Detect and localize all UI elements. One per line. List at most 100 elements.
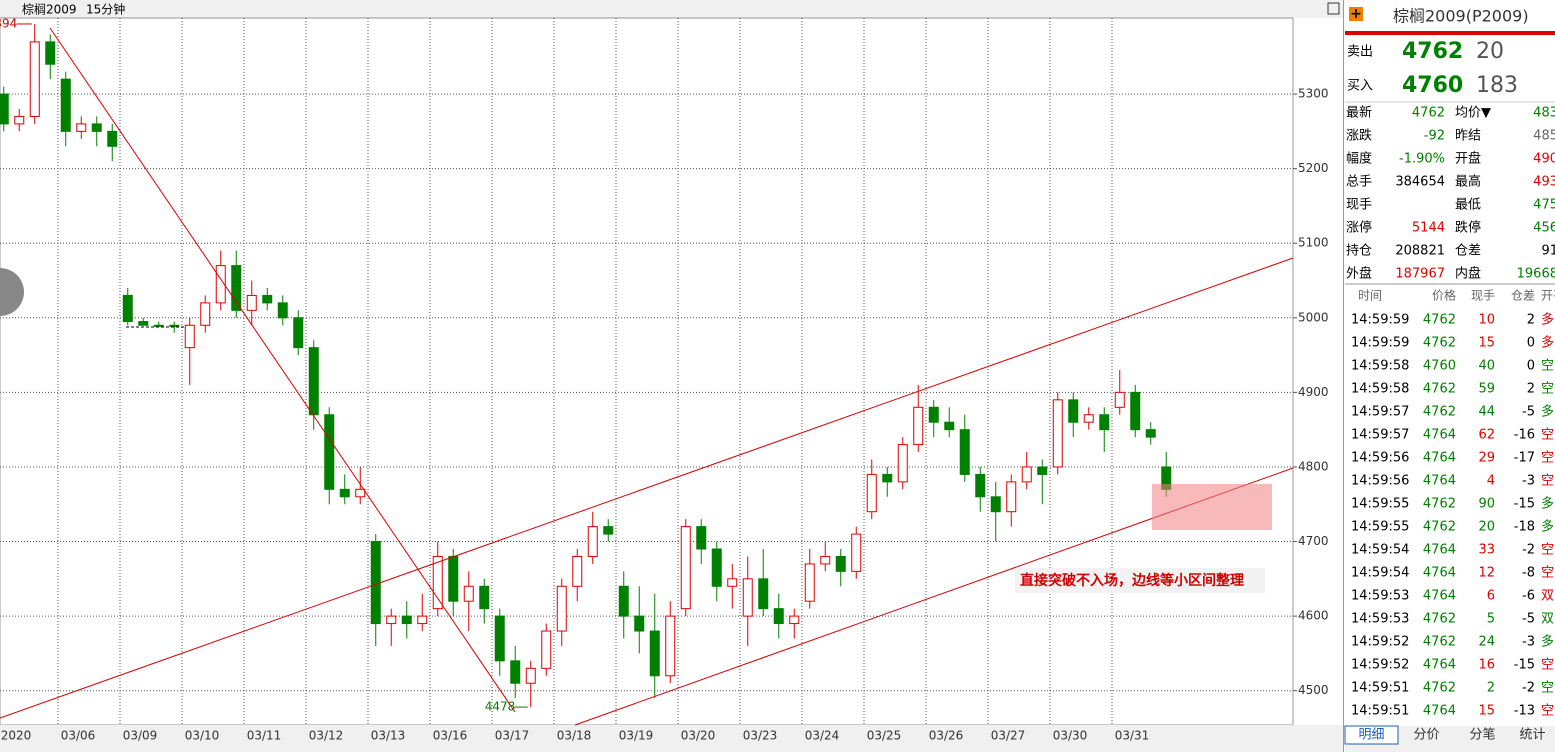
candle-body — [882, 473, 893, 483]
trade-cell: 空 — [1541, 681, 1554, 696]
maximize[interactable] — [1327, 2, 1340, 15]
trade-cell: 4762 — [1423, 382, 1456, 397]
trade-cell: 多 — [1541, 519, 1554, 535]
stat-value: 19668 — [1517, 267, 1555, 282]
candle-body — [1021, 466, 1032, 483]
stat-value: 456 — [1533, 221, 1555, 236]
tab[interactable]: 统计 — [1519, 728, 1545, 743]
candle-body — [572, 555, 583, 587]
x-tick-label: 03/23 — [743, 729, 778, 743]
candle-body — [432, 555, 443, 610]
scroll-handle[interactable] — [0, 268, 24, 316]
candle-body — [742, 578, 753, 617]
candle-body — [277, 302, 288, 319]
candle-body — [1145, 429, 1156, 438]
stat-label: 昨结 — [1455, 129, 1481, 144]
candle-body — [541, 630, 552, 669]
candle-body — [696, 526, 707, 550]
x-tick-label: 03/27 — [991, 729, 1026, 743]
y-tick-label: 4500 — [1298, 683, 1329, 697]
trade-cell: 59 — [1478, 382, 1495, 397]
candle-body — [1052, 399, 1063, 468]
candle-body — [1083, 414, 1094, 423]
candle-body — [866, 473, 877, 513]
trade-cell: -6 — [1522, 589, 1535, 604]
note: 直接突破不入场，边线等小区间整理 — [1020, 572, 1244, 589]
trade-cell: 4764 — [1423, 451, 1456, 466]
candle-body — [231, 265, 242, 311]
tab[interactable]: 分价 — [1413, 728, 1439, 743]
period[interactable]: 15分钟 — [86, 2, 125, 17]
trade-cell: 多 — [1541, 634, 1554, 650]
quote-panel: + 棕榈2009(P2009) 卖出 4762 20 买入 4760 183 最… — [1343, 0, 1555, 752]
trade-cell: 空 — [1541, 428, 1554, 443]
stat-value: 475 — [1533, 198, 1555, 213]
x-tick-label: 03/16 — [433, 729, 468, 743]
trade-header: 仓差 — [1511, 289, 1535, 303]
x-tick-label: 03/25 — [867, 729, 902, 743]
y-tick-label: 5100 — [1298, 236, 1329, 250]
stat-label: 最低 — [1455, 198, 1481, 213]
trade-cell: 14:59:53 — [1351, 589, 1409, 604]
candle-body — [448, 555, 459, 602]
trade-cell: 14:59:59 — [1351, 336, 1409, 351]
y-tick-label: 4900 — [1298, 385, 1329, 399]
candle-body — [169, 324, 180, 327]
stat-label: 开盘 — [1455, 151, 1481, 167]
trade-cell: -8 — [1522, 566, 1535, 581]
x-tick-label: 03/13 — [371, 729, 406, 743]
trade-cell: -15 — [1514, 497, 1535, 512]
candle-body — [959, 429, 970, 475]
trade-cell: 29 — [1478, 451, 1495, 466]
trade-cell: 2 — [1527, 313, 1535, 328]
candle-body — [14, 115, 25, 125]
stat-value: -1.90% — [1399, 152, 1445, 167]
stat-value: 208821 — [1395, 244, 1445, 259]
trade-cell: 多 — [1541, 335, 1554, 351]
tab[interactable]: 分笔 — [1469, 727, 1495, 743]
trade-cell: 14:59:51 — [1351, 704, 1409, 719]
tab[interactable]: 明细 — [1358, 728, 1384, 743]
candle-body — [1130, 391, 1141, 431]
trade-cell: 4762 — [1423, 405, 1456, 420]
trade-cell: 空 — [1541, 566, 1554, 581]
quote-title: 棕榈2009(P2009) — [1393, 7, 1529, 26]
stat-label: 最高 — [1455, 174, 1481, 190]
trade-cell: 14:59:56 — [1351, 474, 1409, 489]
candle-body — [944, 421, 955, 431]
symbol[interactable]: 棕榈2009 — [22, 2, 77, 17]
candle-body — [370, 541, 381, 625]
trade-cell: 2 — [1527, 382, 1535, 397]
stat-label: 总手 — [1346, 175, 1372, 190]
trade-cell: 6 — [1487, 589, 1495, 604]
add-button[interactable] — [1349, 7, 1363, 21]
trade-cell: 15 — [1478, 336, 1495, 351]
candle-body — [634, 615, 645, 632]
stat-label: 外盘 — [1346, 266, 1372, 282]
trade-cell: 12 — [1478, 566, 1495, 581]
x-tick-label: 03/10 — [185, 729, 220, 743]
candle-body — [913, 406, 924, 446]
trade-cell: 5 — [1487, 612, 1495, 627]
trade-cell: 4764 — [1423, 543, 1456, 558]
trade-cell: 14:59:56 — [1351, 451, 1409, 466]
bid-volume: 183 — [1476, 73, 1518, 98]
stat-label: 涨停 — [1346, 220, 1372, 236]
trade-cell: 4764 — [1423, 428, 1456, 443]
candle-body — [587, 526, 598, 557]
trade-cell: -18 — [1514, 520, 1535, 535]
trade-cell: -13 — [1514, 704, 1535, 719]
candle-body — [665, 615, 676, 677]
x-tick-label: 03/18 — [557, 729, 592, 743]
trade-cell: 14:59:55 — [1351, 520, 1409, 535]
trade-cell: -2 — [1522, 543, 1535, 558]
candle-body — [680, 526, 691, 610]
candle-body — [618, 585, 629, 617]
trade-cell: 空 — [1541, 382, 1554, 397]
stat-value: -92 — [1424, 129, 1445, 144]
tab-selected — [1344, 725, 1399, 745]
trade-cell: 14:59:59 — [1351, 313, 1409, 328]
trade-cell: 4762 — [1423, 313, 1456, 328]
trade-cell: 14:59:52 — [1351, 658, 1409, 673]
trade-cell: 15 — [1478, 704, 1495, 719]
